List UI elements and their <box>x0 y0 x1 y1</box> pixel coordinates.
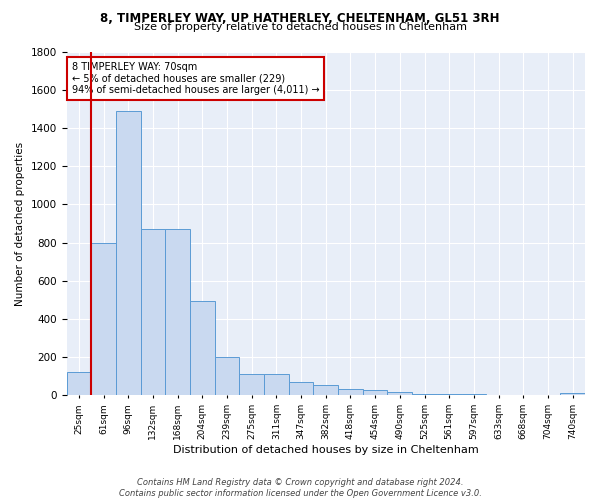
Bar <box>486 395 511 396</box>
Bar <box>363 390 388 396</box>
Bar <box>91 242 116 396</box>
Bar <box>239 374 264 396</box>
Bar <box>313 385 338 396</box>
Bar <box>140 229 165 396</box>
Bar <box>116 110 140 396</box>
Bar <box>190 301 215 396</box>
Bar <box>215 357 239 396</box>
Bar <box>165 229 190 396</box>
Text: Contains HM Land Registry data © Crown copyright and database right 2024.
Contai: Contains HM Land Registry data © Crown c… <box>119 478 481 498</box>
Bar <box>338 388 363 396</box>
Bar <box>289 382 313 396</box>
Bar <box>412 394 437 396</box>
Bar <box>437 394 461 396</box>
Text: 8, TIMPERLEY WAY, UP HATHERLEY, CHELTENHAM, GL51 3RH: 8, TIMPERLEY WAY, UP HATHERLEY, CHELTENH… <box>100 12 500 26</box>
Bar <box>264 374 289 396</box>
Bar <box>461 394 486 396</box>
X-axis label: Distribution of detached houses by size in Cheltenham: Distribution of detached houses by size … <box>173 445 479 455</box>
Bar <box>560 392 585 396</box>
Text: 8 TIMPERLEY WAY: 70sqm
← 5% of detached houses are smaller (229)
94% of semi-det: 8 TIMPERLEY WAY: 70sqm ← 5% of detached … <box>72 62 319 95</box>
Bar <box>67 372 91 396</box>
Text: Size of property relative to detached houses in Cheltenham: Size of property relative to detached ho… <box>133 22 467 32</box>
Y-axis label: Number of detached properties: Number of detached properties <box>15 142 25 306</box>
Bar <box>388 392 412 396</box>
